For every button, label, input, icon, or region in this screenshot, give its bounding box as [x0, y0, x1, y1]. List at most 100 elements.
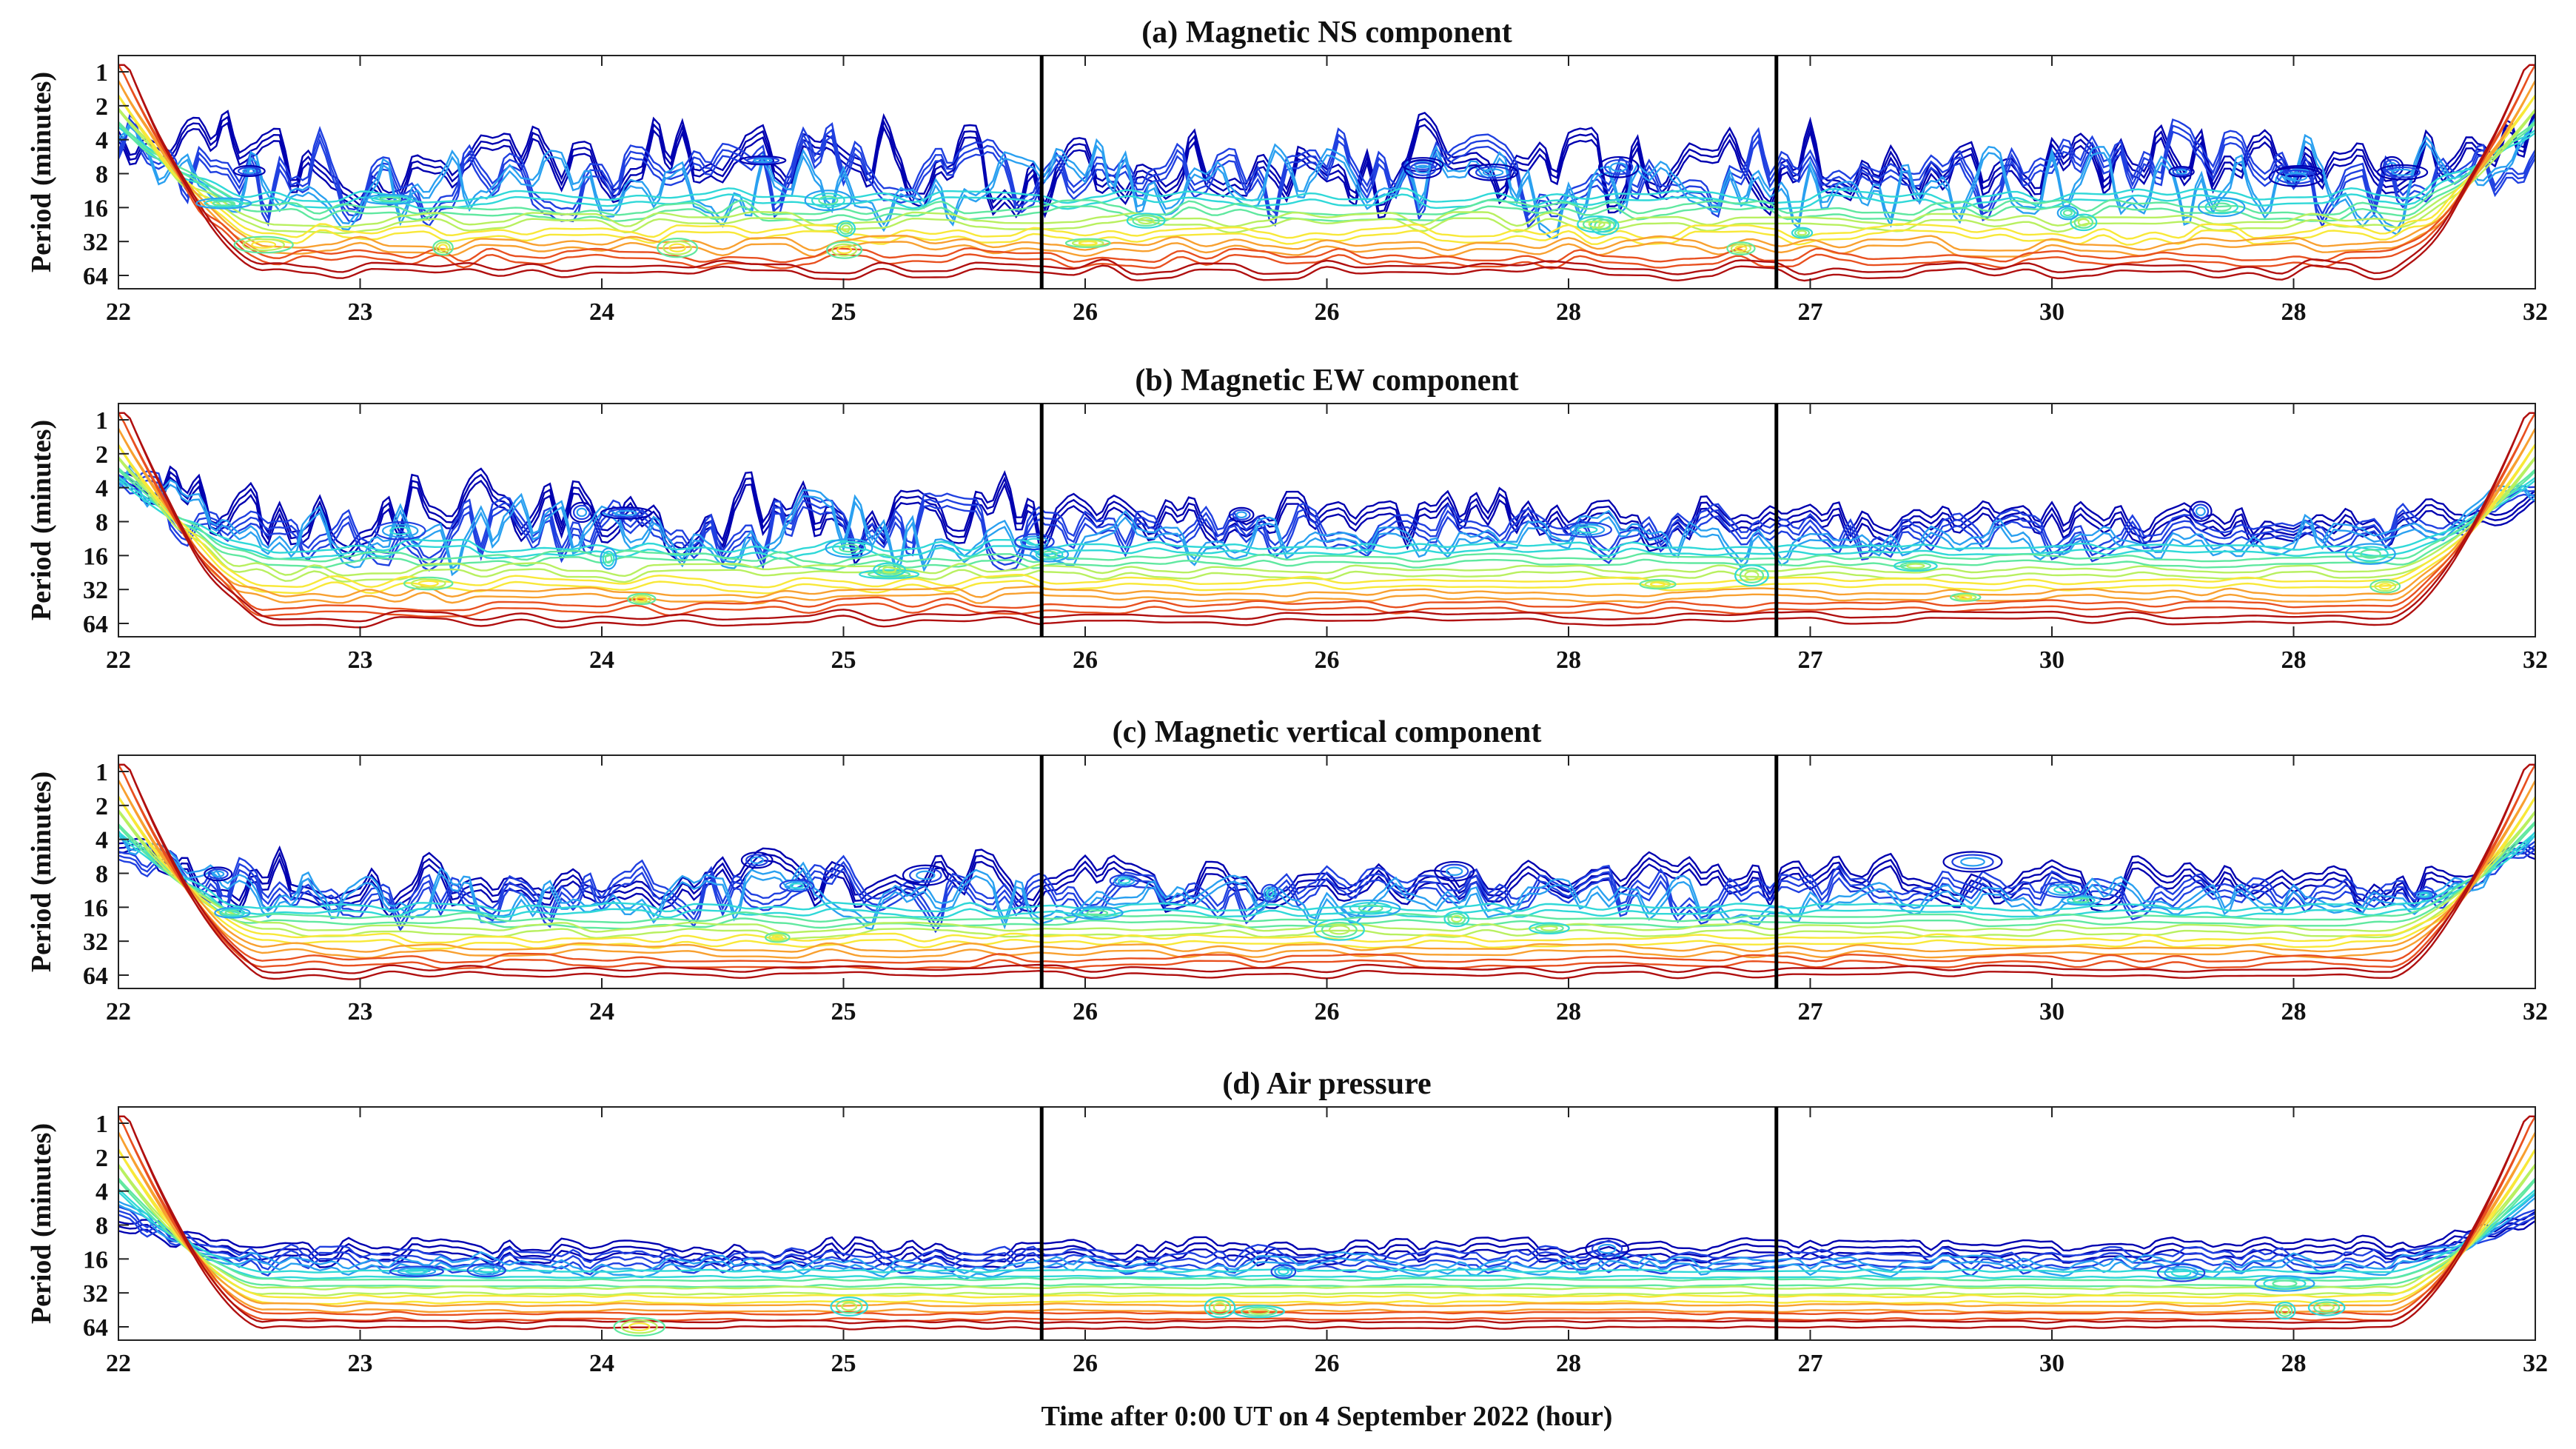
contour-blob	[1118, 877, 1131, 884]
contour-blob	[826, 241, 863, 259]
contour-blob	[576, 507, 588, 518]
contour-blob	[1597, 1243, 1617, 1254]
contour-level-9	[118, 764, 2535, 970]
x-tick-label: 26	[1073, 646, 1098, 674]
x-tick-label: 26	[1073, 298, 1098, 326]
contour-blob	[1064, 238, 1111, 249]
contour-level-4	[118, 1188, 2535, 1274]
contour-blob	[466, 1263, 506, 1278]
contour-level-3	[118, 834, 2535, 931]
contour-level-1	[118, 470, 2535, 560]
contour-blob	[841, 1302, 858, 1311]
contour-level-9	[118, 64, 2535, 264]
contour-level-2	[118, 844, 2535, 928]
contour-blob	[2378, 583, 2392, 590]
x-tick-label: 26	[1315, 1350, 1340, 1377]
contour-blob	[620, 1319, 658, 1334]
contour-blob	[204, 866, 233, 882]
contour-level-3	[118, 464, 2535, 571]
x-tick-label: 27	[1798, 1350, 1823, 1377]
x-tick-label: 27	[1798, 646, 1823, 674]
contour-level-4	[118, 831, 2535, 913]
contour-blob	[1415, 164, 1432, 174]
contour-level-2	[118, 840, 2535, 921]
contour-blob	[242, 238, 285, 252]
contour-level-2	[118, 121, 2535, 229]
contour-blob	[909, 867, 942, 883]
x-tick-label: 24	[589, 998, 614, 1025]
contour-blob	[378, 196, 402, 202]
contour-blob	[1079, 908, 1116, 918]
contour-blob	[1585, 1237, 1629, 1260]
contour-blob	[1235, 511, 1247, 519]
contour-blob	[1529, 922, 1570, 934]
contour-blob	[631, 594, 653, 603]
contour-blob	[1893, 560, 1938, 572]
contour-blob	[1358, 904, 1383, 913]
contour-level-5	[118, 467, 2535, 566]
x-tick-label: 28	[2281, 298, 2307, 326]
contour-blob	[363, 194, 417, 205]
contour-blob	[746, 156, 780, 164]
contour-blob	[1274, 1266, 1293, 1277]
contour-level-8	[118, 80, 2535, 258]
contour-level-9	[118, 64, 2535, 270]
y-tick-label: 8	[95, 509, 108, 537]
contour-blob	[615, 509, 637, 517]
contour-blob	[902, 864, 949, 886]
contour-level-9	[118, 412, 2535, 612]
contour-blob	[389, 1265, 444, 1277]
contour-blob	[569, 501, 594, 523]
contour-blob	[224, 910, 241, 916]
contour-blob	[2352, 546, 2389, 562]
contour-blob	[825, 538, 873, 558]
x-axis-label: Time after 0:00 UT on 4 September 2022 (…	[1042, 1401, 1613, 1432]
contour-blob	[1734, 245, 1748, 252]
x-tick-label: 22	[106, 998, 131, 1025]
contour-blob	[1951, 854, 1994, 870]
contour-level-8	[118, 428, 2535, 605]
contour-blob	[1232, 509, 1251, 521]
contour-level-10	[118, 64, 2535, 275]
contour-blob	[831, 243, 858, 257]
y-tick-label: 2	[95, 441, 108, 469]
contour-blob	[2062, 210, 2073, 217]
contour-blob	[232, 164, 266, 178]
contour-blob	[2156, 1263, 2206, 1282]
contour-blob	[2204, 199, 2239, 215]
panel-title: (b) Magnetic EW component	[1135, 364, 1518, 398]
contour-level-3	[118, 1194, 2535, 1275]
x-tick-label: 27	[1798, 998, 1823, 1025]
contour-blob	[657, 238, 698, 258]
y-tick-label: 8	[95, 161, 108, 189]
contour-blob	[784, 880, 810, 891]
contour-blob	[608, 508, 645, 518]
contour-blob	[2391, 168, 2414, 176]
contour-blob	[1113, 876, 1136, 886]
x-tick-label: 23	[348, 998, 373, 1025]
contour-blob	[2274, 1301, 2296, 1320]
contour-blob	[2280, 1306, 2290, 1315]
contour-blob	[1475, 166, 1512, 179]
contour-level-3	[118, 467, 2535, 577]
contour-blob	[1644, 580, 1671, 589]
contour-level-4	[118, 1191, 2535, 1279]
contour-blob	[251, 241, 277, 249]
contour-level-1	[118, 475, 2535, 566]
contour-blob	[818, 195, 839, 206]
contour-blob	[1270, 1264, 1297, 1279]
y-tick-label: 64	[83, 1314, 108, 1342]
contour-blob	[410, 578, 446, 589]
y-tick-label: 4	[95, 827, 108, 854]
y-tick-label: 1	[95, 407, 108, 435]
contour-level-8	[118, 1131, 2535, 1308]
contour-level-7	[118, 94, 2535, 240]
x-tick-label: 23	[348, 1350, 373, 1377]
contour-blob	[2047, 883, 2080, 896]
contour-blob	[2369, 579, 2401, 594]
contour-level-4	[118, 476, 2535, 554]
contour-blob	[600, 506, 653, 520]
contour-level-7	[118, 795, 2535, 944]
contour-blob	[859, 569, 920, 580]
